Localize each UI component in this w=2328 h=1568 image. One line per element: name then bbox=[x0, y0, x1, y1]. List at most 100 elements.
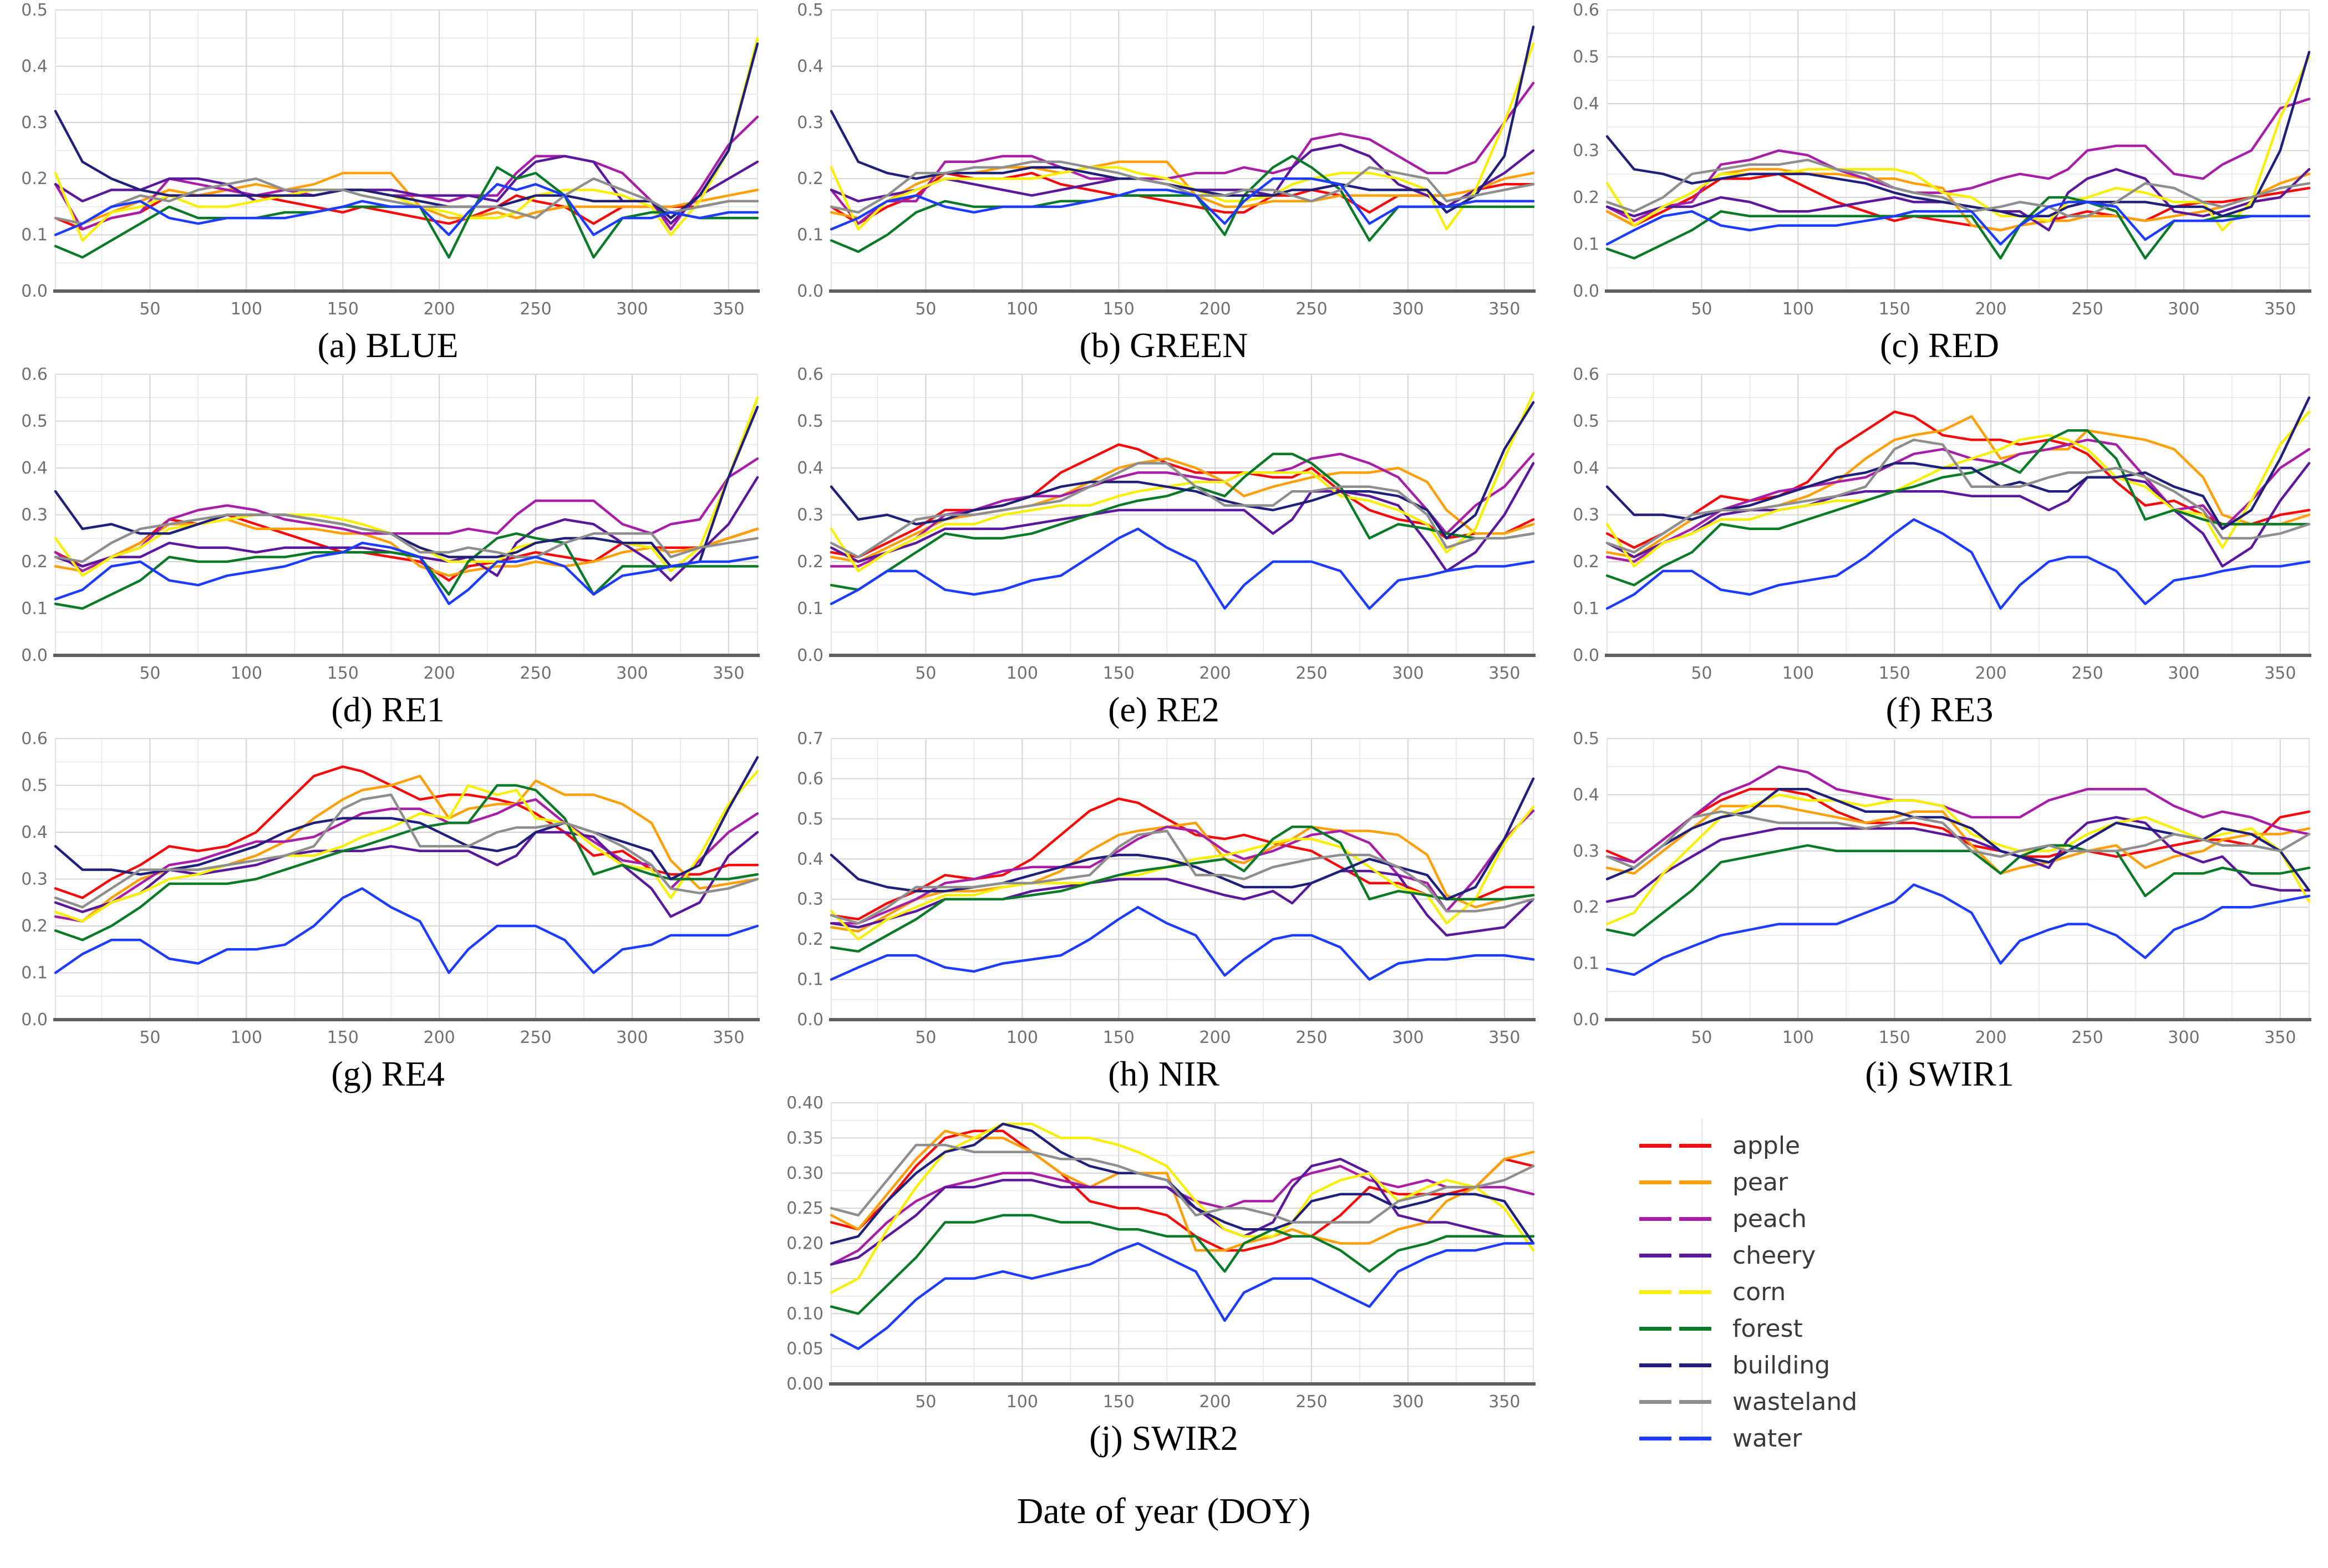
x-tick-label: 100 bbox=[230, 1028, 262, 1047]
y-tick-label: 0.30 bbox=[787, 1164, 824, 1183]
chart-re4: 50 100 150 200 250 300 350 0.0 0.1 0.2 0.3 0.4 0.5 0.… bbox=[0, 732, 776, 1096]
legend-label: water bbox=[1732, 1424, 1802, 1453]
series-line-forest bbox=[830, 1214, 1534, 1315]
series-line-building bbox=[830, 1122, 1534, 1245]
series-line-wasteland bbox=[1605, 810, 2310, 869]
chart-row-3: 50 100 150 200 250 300 350 0.0 0.1 0.2 0.3 0.4 0.5 0.… bbox=[0, 732, 2328, 1096]
legend-item-water: water bbox=[1639, 1420, 2327, 1457]
chart-svg-RE1: 50 100 150 200 250 300 350 0.0 0.1 0.2 0.3 0.4 0.5 0.… bbox=[21, 368, 760, 683]
y-tick-label: 0.3 bbox=[1573, 842, 1599, 861]
x-tick-label: 300 bbox=[1392, 1028, 1424, 1047]
series-line-building bbox=[54, 405, 759, 568]
x-tick-label: 300 bbox=[616, 299, 648, 319]
chart-svg-NIR: 50 100 150 200 250 300 350 0.0 0.1 0.2 0.3 0.4 0.5 0.… bbox=[797, 732, 1536, 1047]
y-tick-label: 0.6 bbox=[21, 368, 48, 384]
x-tick-label: 350 bbox=[2264, 299, 2296, 319]
y-tick-label: 0.0 bbox=[1573, 646, 1599, 665]
x-tick-label: 200 bbox=[1199, 664, 1231, 683]
y-tick-label: 0.0 bbox=[21, 646, 48, 665]
y-tick-label: 0.5 bbox=[1573, 732, 1599, 749]
chart-canvas-red: 50 100 150 200 250 300 350 0.0 0.1 0.2 0.3 0.4 0.5 0.… bbox=[1563, 3, 2317, 322]
legend-line-swatch-apple bbox=[1639, 1143, 1712, 1148]
y-tick-label: 0.35 bbox=[787, 1128, 824, 1148]
series-line-corn bbox=[830, 42, 1534, 231]
y-tick-label: 0.0 bbox=[1573, 282, 1599, 301]
x-tick-label: 350 bbox=[1488, 299, 1520, 319]
series-line-cheery bbox=[1605, 462, 2310, 568]
x-tick-label: 150 bbox=[1102, 299, 1134, 319]
series-line-peach bbox=[830, 82, 1534, 225]
chart-caption-re1: (d) RE1 bbox=[331, 690, 445, 729]
y-tick-label: 0.15 bbox=[787, 1269, 824, 1289]
y-tick-label: 0.1 bbox=[797, 226, 824, 245]
series-line-water bbox=[1605, 201, 2310, 246]
y-tick-label: 0.0 bbox=[1573, 1010, 1599, 1030]
chart-caption-red: (c) RED bbox=[1879, 325, 2000, 365]
legend-item-wasteland: wasteland bbox=[1639, 1383, 2327, 1420]
x-tick-label: 50 bbox=[915, 664, 936, 683]
x-tick-label: 250 bbox=[1295, 1028, 1327, 1047]
x-tick-label: 300 bbox=[616, 664, 648, 683]
series-line-cheery bbox=[1605, 816, 2310, 903]
legend-dash bbox=[1679, 1216, 1711, 1221]
series-line-wasteland bbox=[830, 462, 1534, 558]
legend-item-pear: pear bbox=[1639, 1164, 2327, 1200]
series-line-pear bbox=[830, 821, 1534, 933]
chart-svg-GREEN: 50 100 150 200 250 300 350 0.0 0.1 0.2 0.3 0.4 0.5 bbox=[797, 3, 1536, 319]
series-line-forest bbox=[54, 784, 759, 941]
chart-row-1: 50 100 150 200 250 300 350 0.0 0.1 0.2 0.3 0.4 0.5 (… bbox=[0, 3, 2328, 368]
x-tick-label: 150 bbox=[327, 299, 358, 319]
chart-canvas-swir2: 50 100 150 200 250 300 350 0.00 0.05 0.10 0.15 0.20… bbox=[787, 1096, 1541, 1415]
legend-label: apple bbox=[1732, 1131, 1801, 1160]
legend-label: peach bbox=[1732, 1204, 1807, 1233]
series-line-water bbox=[830, 905, 1534, 981]
legend-dash bbox=[1639, 1216, 1671, 1221]
series-line-water bbox=[1605, 518, 2310, 610]
legend-label: corn bbox=[1732, 1277, 1786, 1306]
y-tick-label: 0.5 bbox=[797, 412, 824, 431]
chart-re3: 50 100 150 200 250 300 350 0.0 0.1 0.2 0.3 0.4 0.5 0.… bbox=[1552, 368, 2327, 732]
x-tick-label: 200 bbox=[1975, 1028, 2006, 1047]
chart-caption-re3: (f) RE3 bbox=[1885, 690, 1994, 729]
y-tick-label: 0.4 bbox=[21, 57, 48, 76]
x-tick-label: 300 bbox=[2168, 1028, 2199, 1047]
y-tick-label: 0.2 bbox=[1573, 552, 1599, 572]
x-tick-label: 100 bbox=[1006, 299, 1038, 319]
y-tick-label: 0.3 bbox=[21, 870, 48, 889]
x-tick-label: 300 bbox=[1392, 299, 1424, 319]
x-tick-label: 250 bbox=[2071, 664, 2103, 683]
series-line-forest bbox=[830, 826, 1534, 953]
chart-svg-RED: 50 100 150 200 250 300 350 0.0 0.1 0.2 0.3 0.4 0.5 0.… bbox=[1573, 3, 2311, 319]
y-tick-label: 0.1 bbox=[797, 970, 824, 990]
legend-line-swatch-peach bbox=[1639, 1216, 1712, 1221]
legend-dash bbox=[1639, 1143, 1671, 1148]
x-tick-label: 100 bbox=[1782, 664, 1813, 683]
series-line-wasteland bbox=[830, 829, 1534, 925]
y-tick-label: 0.6 bbox=[797, 368, 824, 384]
legend-dash bbox=[1679, 1399, 1711, 1404]
series-line-peach bbox=[830, 452, 1534, 568]
chart-svg-RE4: 50 100 150 200 250 300 350 0.0 0.1 0.2 0.3 0.4 0.5 0.… bbox=[21, 732, 760, 1047]
y-tick-label: 0.1 bbox=[21, 226, 48, 245]
legend-label: forest bbox=[1732, 1314, 1803, 1343]
x-tick-label: 350 bbox=[1488, 1028, 1520, 1047]
y-tick-label: 0.1 bbox=[1573, 599, 1599, 619]
series-line-corn bbox=[830, 805, 1534, 941]
row4-left-spacer bbox=[0, 1096, 776, 1460]
y-tick-label: 0.4 bbox=[1573, 459, 1599, 478]
series-line-water bbox=[830, 527, 1534, 610]
y-tick-label: 0.20 bbox=[787, 1234, 824, 1254]
legend-gridline bbox=[1701, 1118, 1703, 1444]
chart-caption-nir: (h) NIR bbox=[1108, 1054, 1219, 1093]
series-line-water bbox=[54, 887, 759, 974]
legend-line-swatch-wasteland bbox=[1639, 1399, 1712, 1404]
y-tick-label: 0.3 bbox=[21, 113, 48, 133]
series-line-water bbox=[830, 1242, 1534, 1350]
y-tick-label: 0.5 bbox=[797, 3, 824, 20]
legend-dash bbox=[1639, 1363, 1671, 1367]
x-tick-label: 300 bbox=[2168, 299, 2199, 319]
y-tick-label: 0.3 bbox=[1573, 506, 1599, 525]
y-tick-label: 0.6 bbox=[1573, 3, 1599, 20]
x-tick-label: 150 bbox=[1102, 1392, 1134, 1412]
x-tick-label: 300 bbox=[616, 1028, 648, 1047]
